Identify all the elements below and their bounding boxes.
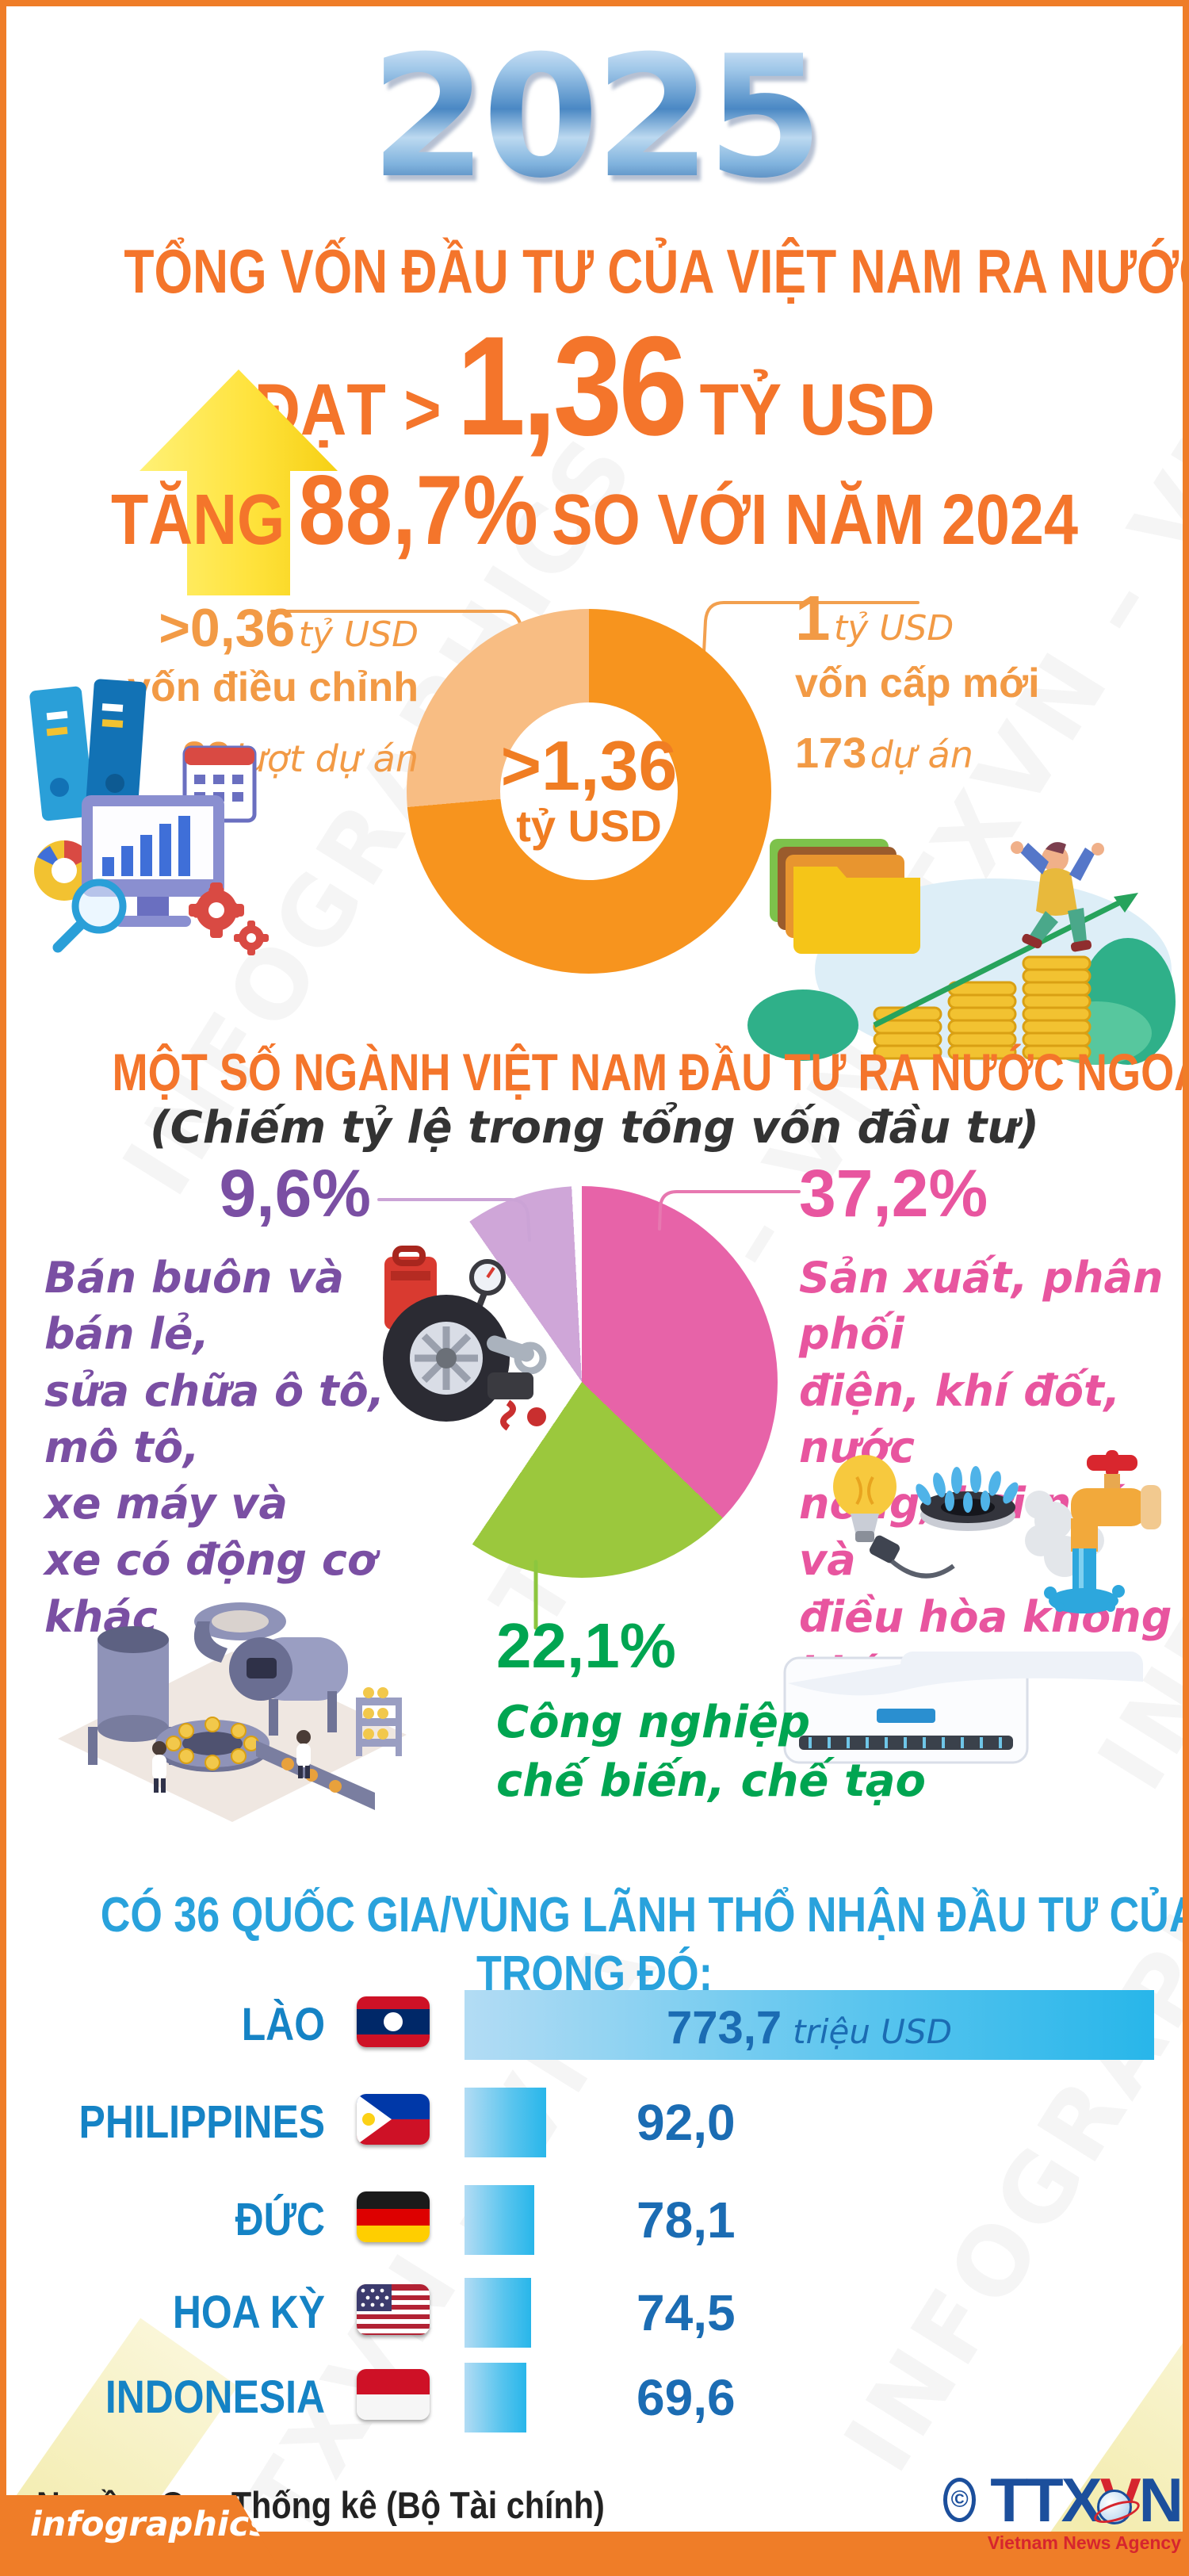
country-row-germany: ĐỨC 78,1	[6, 2185, 1183, 2256]
laos-flag-icon	[357, 1996, 430, 2047]
new-capital-value: 1	[795, 583, 831, 653]
pie-callout-lines	[377, 1190, 801, 1630]
manufacturing-percentage: 22,1%	[496, 1610, 676, 1681]
donut-center-value: >1,36	[500, 725, 678, 805]
site-name: infographics.vn	[30, 2505, 329, 2544]
globe-icon	[1097, 2490, 1132, 2524]
country-row-laos: LÀO 773,7 triệu USD	[6, 1990, 1183, 2061]
new-capital-name: vốn cấp mới	[795, 660, 1040, 706]
growth-prefix: TĂNG	[110, 480, 285, 560]
ttxvn-n: N	[1138, 2465, 1183, 2535]
country-row-philippines: PHILIPPINES 92,0	[6, 2088, 1183, 2159]
sectors-subtitle: (Chiếm tỷ lệ trong tổng vốn đầu tư)	[150, 1102, 1039, 1154]
reach-unit: TỶ USD	[699, 369, 935, 450]
philippines-bar	[465, 2088, 546, 2157]
wholesale-percentage: 9,6%	[219, 1156, 371, 1231]
donut-center-unit: tỷ USD	[516, 800, 662, 851]
adjusted-capital-name: vốn điều chỉnh	[128, 664, 419, 710]
country-row-indonesia: INDONESIA 69,6	[6, 2363, 1183, 2434]
growth-illustration	[747, 839, 1176, 1065]
country-name: INDONESIA	[105, 2371, 325, 2423]
manufacturing-description: Công nghiệp chế biến, chế tạo	[496, 1697, 927, 1807]
indonesia-value: 69,6	[637, 2369, 736, 2426]
factory-illustration	[58, 1602, 407, 1822]
utilities-illustration	[833, 1450, 1161, 1613]
capital-donut-chart: >1,36 tỷ USD	[407, 609, 771, 974]
usa-bar	[465, 2278, 531, 2348]
germany-bar	[465, 2185, 534, 2255]
usa-flag-icon	[357, 2284, 430, 2335]
indonesia-bar	[465, 2363, 526, 2432]
country-name: LÀO	[241, 1999, 325, 2050]
reach-value: 1,36	[456, 307, 688, 465]
year-3d: 2025	[6, 33, 1183, 201]
page-title: TỔNG VỐN ĐẦU TƯ CỦA VIỆT NAM RA NƯỚC NGO…	[124, 236, 1183, 306]
philippines-value: 92,0	[637, 2094, 736, 2151]
germany-flag-icon	[357, 2191, 430, 2242]
air-conditioner-illustration	[783, 1652, 1143, 1764]
country-row-usa: HOA KỲ 74,5	[6, 2278, 1183, 2349]
adjusted-project-count-unit: lượt dự án	[233, 737, 419, 780]
adjusted-capital-unit: tỷ USD	[298, 614, 419, 655]
growth-arrow-icon	[140, 369, 338, 595]
country-name: PHILIPPINES	[78, 2096, 325, 2148]
new-project-count: 173	[795, 729, 867, 777]
philippines-flag-icon	[357, 2094, 430, 2145]
wholesale-description: Bán buôn và bán lẻ, sửa chữa ô tô, mô tô…	[44, 1253, 385, 1642]
growth-line: TĂNG 88,7% SO VỚI NĂM 2024	[89, 461, 1100, 561]
growth-value: 88,7%	[298, 456, 538, 565]
adjusted-capital-value: >0,36	[159, 598, 296, 658]
ttxvn-logo: © TTXVN Vietnam News Agency	[943, 2469, 1183, 2554]
ttxvn-subtitle: Vietnam News Agency	[987, 2532, 1181, 2553]
ttxvn-ttx: TTX	[990, 2465, 1102, 2535]
growth-suffix: SO VỚI NĂM 2024	[552, 480, 1079, 560]
motor-repair-illustration	[383, 1246, 547, 1431]
laos-value: 773,7	[666, 2002, 782, 2054]
laos-unit: triệu USD	[793, 2012, 953, 2051]
germany-value: 78,1	[637, 2191, 736, 2249]
donut-center: >1,36 tỷ USD	[500, 702, 678, 880]
country-name: HOA KỲ	[172, 2287, 325, 2338]
ttxvn-wordmark: TTXVN	[990, 2469, 1183, 2531]
countries-title-line1: CÓ 36 QUỐC GIA/VÙNG LÃNH THỔ NHẬN ĐẦU TƯ…	[100, 1888, 1189, 1943]
copyright-icon: ©	[943, 2478, 977, 2522]
sectors-title: MỘT SỐ NGÀNH VIỆT NAM ĐẦU TƯ RA NƯỚC NGO…	[112, 1043, 1189, 1101]
total-capital-line: ĐẠT > 1,36 TỶ USD	[77, 316, 1112, 457]
infographics-ribbon: infographics.vn	[6, 2495, 280, 2570]
new-capital-unit: tỷ USD	[833, 608, 954, 649]
usa-value: 74,5	[637, 2284, 736, 2341]
laos-bar: 773,7 triệu USD	[465, 1990, 1154, 2060]
country-name: ĐỨC	[235, 2194, 325, 2245]
new-capital-label: 1 tỷ USD vốn cấp mới 173 dự án	[795, 579, 1136, 781]
new-project-count-unit: dự án	[870, 733, 973, 776]
indonesia-flag-icon	[357, 2369, 430, 2420]
person-figure	[1011, 841, 1104, 952]
analysis-illustration	[29, 679, 269, 955]
electricity-percentage: 37,2%	[799, 1156, 988, 1231]
